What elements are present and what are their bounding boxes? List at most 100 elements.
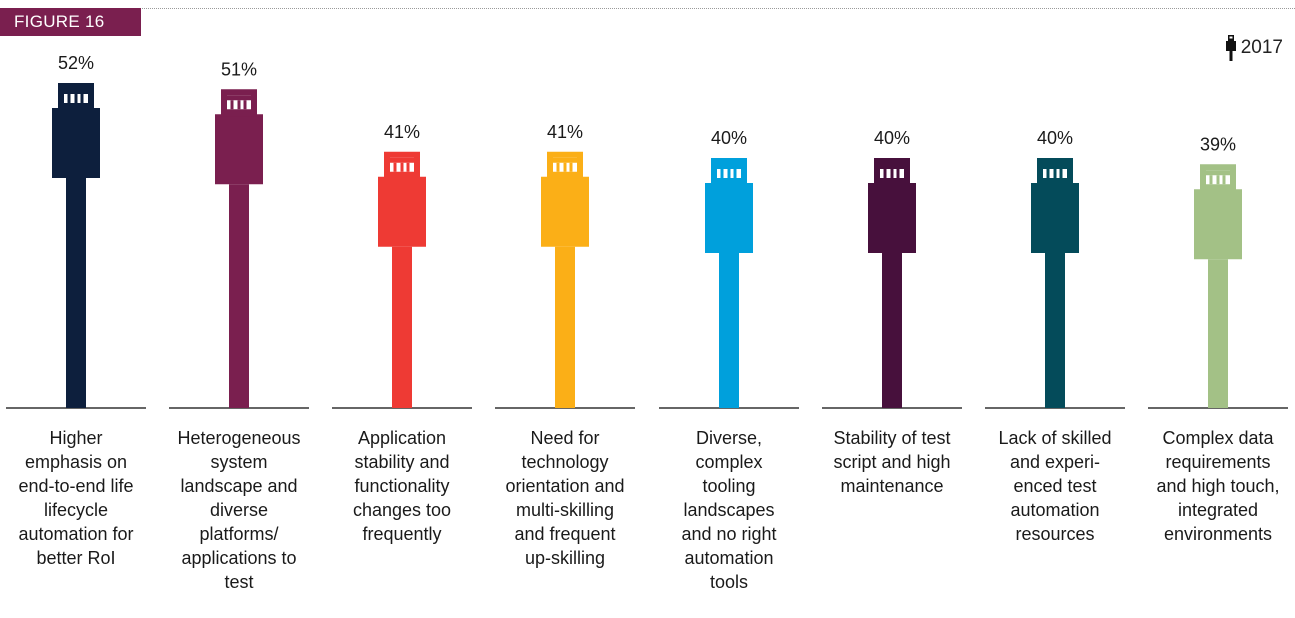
- category-label: Need for technology orientation and multi-s…: [495, 426, 635, 570]
- bar-connector: [705, 183, 753, 253]
- bar-plug-contact-top: [717, 164, 741, 169]
- bar-cable: [555, 246, 575, 408]
- bar-plug-pin: [67, 94, 71, 103]
- category-label-line: Need for: [530, 428, 600, 448]
- legend-label: 2017: [1240, 37, 1283, 58]
- category-label-line: landscape and: [180, 476, 298, 496]
- bar-plug-pin: [1216, 175, 1220, 185]
- category-label-line: lifecycle: [43, 500, 109, 520]
- category-label-line: changes too: [352, 500, 452, 520]
- bar-plug-pin: [563, 162, 567, 172]
- bar-plug-pin: [230, 100, 234, 110]
- bar-plug-pin: [237, 100, 241, 110]
- value-label: 51%: [221, 59, 257, 79]
- category-label-line: automation: [1010, 500, 1100, 520]
- category-label-line: Stability of test: [833, 428, 951, 448]
- figure-label: FIGURE 16: [0, 8, 141, 36]
- category-label-line: system: [210, 452, 268, 472]
- bar-plug-pin: [556, 162, 560, 172]
- bar-cable: [392, 246, 412, 408]
- category-label-line: automation: [684, 548, 774, 568]
- category-label-line: emphasis on: [24, 452, 128, 472]
- category-label-line: better RoI: [36, 548, 116, 568]
- category-label-line: end-to-end life: [18, 476, 134, 496]
- bar-plug-pin: [393, 162, 397, 172]
- category-label-line: tools: [709, 572, 749, 592]
- value-label: 40%: [1037, 128, 1073, 148]
- category-label: Lack of skilled and experi-enced test auto…: [985, 426, 1125, 546]
- value-label: 40%: [874, 128, 910, 148]
- category-label-line: and frequent: [514, 524, 616, 544]
- category-label-line: Higher: [49, 428, 103, 448]
- category-label-line: stability and: [354, 452, 450, 472]
- bar-cable: [1208, 259, 1228, 408]
- category-label-line: and high touch,: [1156, 476, 1280, 496]
- bar-plug-pin: [1059, 169, 1063, 178]
- category-label-line: maintenance: [840, 476, 944, 496]
- category-label-line: up-skilling: [524, 548, 606, 568]
- bar-plug-contact-top: [390, 157, 414, 163]
- bar-plug-pin: [400, 162, 404, 172]
- category-label-line: technology: [521, 452, 609, 472]
- bar-plug-pin: [569, 162, 573, 172]
- category-label-line: complex: [695, 452, 763, 472]
- category-label: Complex data requirements and high touch, i…: [1148, 426, 1288, 546]
- legend: 2017: [1225, 35, 1283, 61]
- value-label: 41%: [384, 122, 420, 142]
- bar-plug-pin: [1053, 169, 1057, 178]
- bar-connector: [541, 176, 589, 247]
- category-label-line: functionality: [354, 476, 450, 496]
- bar-cable: [229, 184, 249, 408]
- category-label-line: Diverse,: [695, 428, 762, 448]
- bar-cable: [1045, 253, 1065, 408]
- bar-cable: [66, 178, 86, 408]
- bar-plug-pin: [883, 169, 887, 178]
- value-label: 40%: [711, 128, 747, 148]
- bar-plug-pin: [406, 162, 410, 172]
- bar-plug-contact-top: [1206, 170, 1230, 176]
- bar-plug-pin: [1046, 169, 1050, 178]
- bar-connector: [378, 176, 426, 247]
- category-label-line: and experi-: [1009, 452, 1101, 472]
- bar-plug-contact-top: [1043, 164, 1067, 169]
- category-label-line: Lack of skilled: [998, 428, 1112, 448]
- category-label-line: diverse: [209, 500, 269, 520]
- bar-plug-contact-top: [227, 95, 251, 101]
- bar-cable: [882, 253, 902, 408]
- usb-connector-icon: [1225, 35, 1236, 61]
- category-label-line: integrated: [1177, 500, 1259, 520]
- category-label-line: orientation and: [505, 476, 625, 496]
- category-label-line: Application: [357, 428, 447, 448]
- category-label-line: script and high: [833, 452, 951, 472]
- category-label: Diverse, complex tooling landscapes and no r…: [659, 426, 799, 594]
- value-label: 41%: [547, 122, 583, 142]
- category-label-line: resources: [1015, 524, 1095, 544]
- bar-plug-contact-top: [880, 164, 904, 169]
- bar-connector: [1194, 189, 1242, 260]
- category-label: Application stability and functionality cha…: [332, 426, 472, 546]
- category-label-line: requirements: [1165, 452, 1271, 472]
- value-label: 52%: [58, 53, 94, 73]
- category-label-line: Complex data: [1162, 428, 1274, 448]
- bar-plug-contact-top: [553, 157, 577, 163]
- bar-connector: [52, 108, 100, 178]
- category-label-line: landscapes: [683, 500, 775, 520]
- bar-plug-pin: [74, 94, 78, 103]
- bar-plug-pin: [80, 94, 84, 103]
- category-label-line: platforms/: [199, 524, 279, 544]
- bar-plug-pin: [1209, 175, 1213, 185]
- top-rule: [0, 8, 1295, 9]
- category-label-line: test: [224, 572, 254, 592]
- bar-connector: [215, 114, 263, 185]
- category-label-line: tooling: [702, 476, 756, 496]
- bar-plug-pin: [890, 169, 894, 178]
- category-label: Higher emphasis on end-to-end life lifecycl…: [6, 426, 146, 570]
- bar-plug-pin: [896, 169, 900, 178]
- category-label-line: applications to: [181, 548, 297, 568]
- category-label-line: Heterogeneous: [177, 428, 301, 448]
- category-label-line: automation for: [18, 524, 134, 544]
- category-label: Stability of test script and high maintena…: [822, 426, 962, 498]
- category-label-line: environments: [1163, 524, 1273, 544]
- bar-plug-contact-top: [64, 89, 88, 94]
